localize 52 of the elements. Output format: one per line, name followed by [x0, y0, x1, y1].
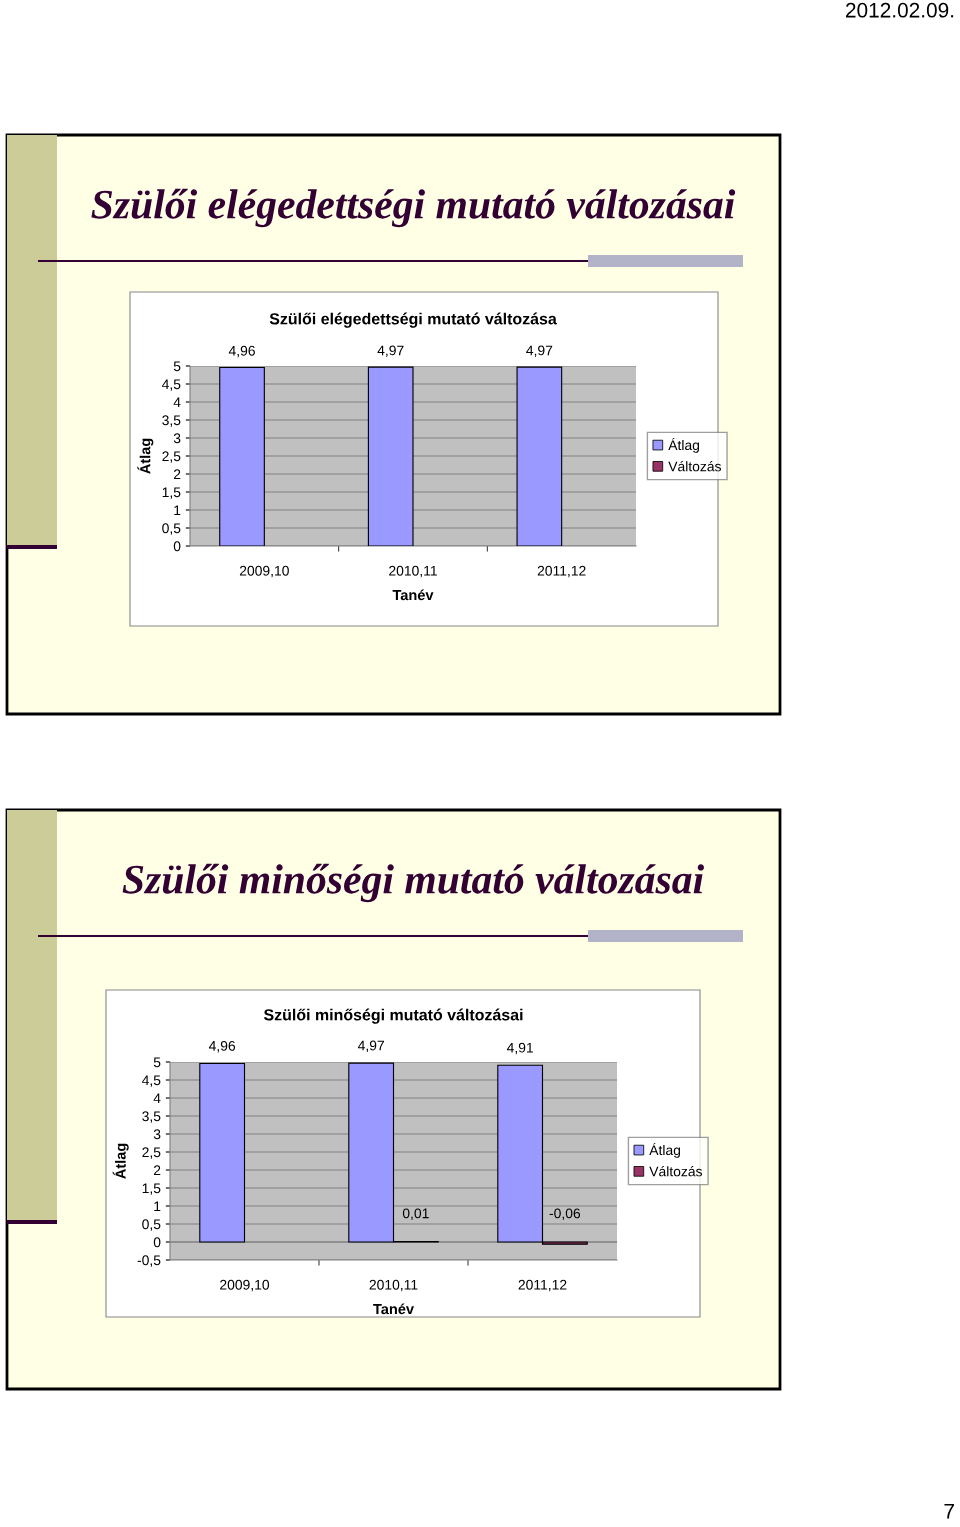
x-tick-label: 2009,10 [239, 565, 289, 578]
y-tick-label: 4,5 [141, 1075, 161, 1087]
y-tick-label: 0,5 [162, 523, 181, 535]
y-tick-label: 1,5 [162, 487, 181, 499]
y-tick-label: 3,5 [162, 415, 181, 427]
chart-title: Szülői elégedettségi mutató változása [269, 312, 557, 328]
x-tick-label: 2011,12 [518, 1279, 567, 1292]
text: 2012.02.09. [846, 2, 954, 18]
data-label: 0,01 [402, 1208, 429, 1220]
y-tick-label: 0 [153, 1237, 161, 1248]
y-tick-label: -0,5 [137, 1255, 161, 1267]
data-label: 4,97 [377, 345, 404, 357]
y-tick-label: 5 [153, 1057, 161, 1068]
y-tick-label: 1 [154, 1201, 161, 1212]
y-tick-label: 1,5 [142, 1183, 161, 1195]
y-tick-label: 2 [153, 1165, 161, 1176]
data-label: 4,96 [228, 345, 255, 358]
y-tick-label: 1 [174, 505, 181, 516]
y-tick-label: 4 [153, 1093, 161, 1104]
text: Szülői elégedettségi mutató változásai [91, 188, 736, 228]
legend-label: Átlag [668, 437, 699, 453]
text: 7 [944, 1504, 954, 1519]
data-label: 4,96 [208, 1040, 236, 1053]
x-axis-title: Tanév [373, 1303, 414, 1315]
y-tick-label: 3 [153, 1129, 161, 1140]
y-tick-label: 0 [173, 541, 181, 552]
y-axis-title: Átlag [137, 438, 154, 474]
bar [199, 1062, 246, 1243]
y-tick-label: 3,5 [142, 1111, 161, 1123]
y-tick-label: 4,5 [161, 379, 181, 391]
x-tick-label: 2011,12 [537, 565, 586, 578]
y-tick-label: 3 [173, 433, 181, 444]
legend-label: Változás [668, 460, 722, 472]
x-tick-label: 2010,11 [389, 565, 437, 578]
data-label: 4,91 [506, 1042, 533, 1055]
data-label: 4,97 [357, 1040, 384, 1053]
data-label: 4,97 [526, 345, 553, 357]
x-axis-title: Tanév [392, 589, 434, 601]
chart-title: Szülői minőségi mutató változásai [263, 1008, 523, 1024]
legend-label: Átlag [649, 1142, 681, 1158]
y-tick-label: 2 [173, 469, 181, 480]
y-tick-label: 2,5 [142, 1147, 161, 1159]
y-axis-title: Átlag [112, 1143, 129, 1179]
legend-label: Változás [649, 1165, 703, 1177]
data-label: -0,06 [549, 1208, 581, 1220]
y-tick-label: 5 [173, 361, 181, 372]
y-tick-label: 2,5 [162, 451, 181, 463]
y-tick-label: 0,5 [142, 1219, 161, 1231]
x-tick-label: 2009,10 [220, 1279, 270, 1292]
y-tick-label: 4 [173, 397, 181, 408]
x-tick-label: 2010,11 [369, 1279, 418, 1292]
text: Szülői minőségi mutató változásai [122, 863, 704, 903]
